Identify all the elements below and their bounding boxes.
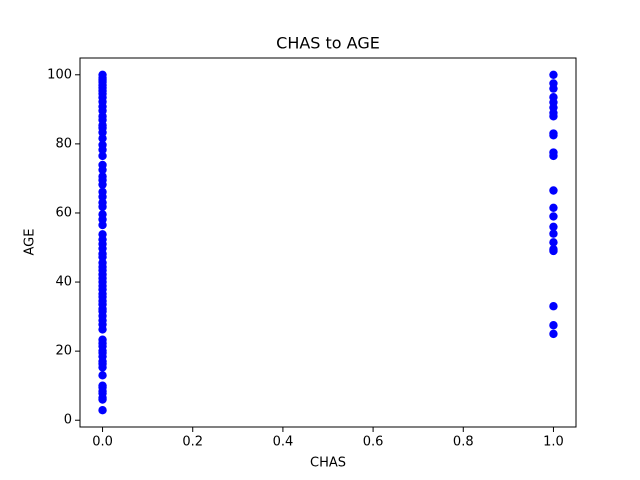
- x-tick-label: 0.2: [182, 435, 203, 450]
- scatter-point: [98, 70, 107, 79]
- y-tick-label: 0: [64, 413, 72, 428]
- scatter-point: [98, 371, 107, 380]
- x-tick-label: 1.0: [543, 435, 564, 450]
- scatter-point: [98, 406, 107, 415]
- scatter-point: [98, 210, 107, 219]
- x-tick-label: 0.4: [273, 435, 294, 450]
- plot-frame: [79, 57, 577, 428]
- x-tick-label: 0.8: [453, 435, 474, 450]
- scatter-point: [549, 203, 558, 212]
- y-tick-label: 100: [47, 67, 72, 82]
- scatter-point: [549, 131, 558, 140]
- y-tick-label: 20: [55, 344, 72, 359]
- scatter-point: [549, 112, 558, 121]
- scatter-point: [549, 329, 558, 339]
- scatter-point: [98, 140, 107, 150]
- x-axis-label: CHAS: [310, 456, 346, 471]
- scatter-point: [549, 212, 558, 221]
- scatter-point: [549, 186, 558, 195]
- scatter-point: [549, 70, 558, 79]
- scatter-point: [98, 160, 107, 170]
- y-tick-label: 40: [55, 275, 72, 290]
- scatter-point: [549, 246, 558, 256]
- y-tick-label: 60: [55, 205, 72, 220]
- scatter-point: [549, 238, 558, 247]
- scatter-point: [549, 222, 558, 231]
- y-tick-label: 80: [55, 136, 72, 151]
- scatter-point: [98, 335, 107, 344]
- scatter-point: [98, 134, 107, 143]
- scatter-point: [98, 230, 107, 239]
- scatter-point: [98, 151, 107, 161]
- scatter-point: [549, 321, 558, 330]
- x-tick-label: 0.0: [92, 435, 113, 450]
- x-tick-label: 0.6: [363, 435, 384, 450]
- scatter-point: [549, 151, 558, 161]
- scatter-point: [98, 187, 107, 197]
- scatter-point: [98, 172, 107, 181]
- scatter-point: [549, 84, 558, 93]
- y-axis-label: AGE: [23, 229, 38, 256]
- scatter-point: [98, 198, 107, 207]
- scatter-point: [549, 229, 558, 238]
- chart-title: CHAS to AGE: [276, 34, 380, 53]
- scatter-point: [98, 381, 107, 390]
- scatter-point: [549, 302, 558, 311]
